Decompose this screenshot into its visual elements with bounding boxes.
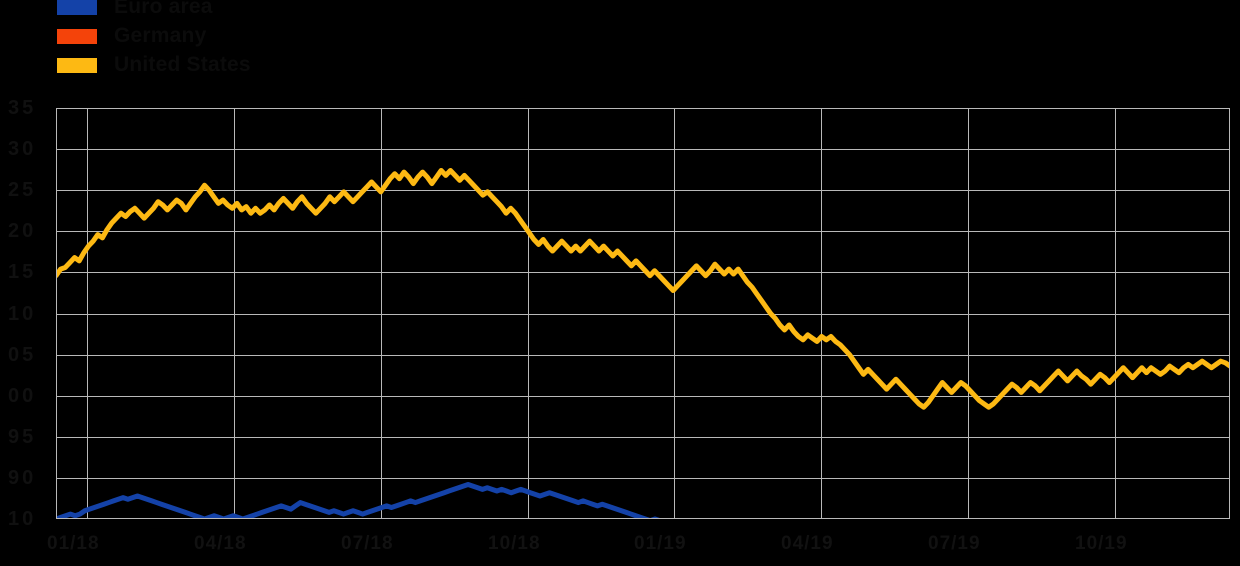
legend-swatch-euro-area	[57, 0, 97, 15]
y-axis-tick-label: 00	[8, 384, 37, 407]
gridline-horizontal	[56, 190, 1230, 192]
gridline-horizontal	[56, 231, 1230, 233]
y-axis-tick-label: 15	[8, 261, 37, 284]
x-axis-tick-label: 01/19	[634, 533, 687, 554]
legend-item-germany[interactable]: Germany	[57, 25, 206, 47]
y-axis-tick-label: 10	[8, 508, 37, 530]
legend-swatch-germany	[57, 28, 97, 44]
y-axis-tick-label: 20	[8, 220, 37, 243]
gridline-horizontal	[56, 272, 1230, 274]
y-axis-tick-label: 10	[8, 302, 37, 325]
gridline-horizontal	[56, 436, 1230, 438]
gridline-vertical	[674, 108, 675, 519]
y-axis-tick-label: 30	[8, 138, 37, 161]
gridline-horizontal	[56, 149, 1230, 151]
gridline-vertical	[234, 108, 235, 519]
y-axis-tick-label: 95	[8, 425, 37, 448]
x-axis-tick-label: 04/18	[194, 533, 247, 554]
gridline-horizontal	[56, 313, 1230, 315]
y-axis-tick-label: 35	[8, 97, 37, 119]
legend-item-united-states[interactable]: United States	[57, 54, 251, 76]
x-axis-tick-label: 01/18	[47, 533, 100, 554]
gridline-vertical	[1115, 108, 1116, 519]
chart-legend: Euro area Germany United States	[0, 0, 400, 92]
y-axis-tick-label: 05	[8, 343, 37, 366]
gridline-vertical	[87, 108, 88, 519]
x-axis-tick-label: 07/19	[928, 533, 981, 554]
x-axis-tick-label: 07/18	[341, 533, 394, 554]
gridline-vertical	[381, 108, 382, 519]
x-axis-tick-label: 10/18	[488, 533, 541, 554]
legend-swatch-united-states	[57, 57, 97, 73]
legend-label-euro-area: Euro area	[114, 0, 213, 18]
y-axis-labels: 35 30 25 20 15 10 05 00 95 90 10	[8, 0, 56, 566]
gridline-vertical	[528, 108, 529, 519]
gridline-horizontal	[56, 395, 1230, 397]
x-axis-tick-label: 04/19	[781, 533, 834, 554]
legend-label-united-states: United States	[114, 53, 251, 76]
plot-frame	[56, 108, 1230, 519]
x-axis-tick-label: 10/19	[1075, 533, 1128, 554]
gridline-horizontal	[56, 354, 1230, 356]
plot-area	[56, 108, 1230, 519]
gridline-vertical	[968, 108, 969, 519]
gridline-horizontal	[56, 477, 1230, 479]
legend-label-germany: Germany	[114, 24, 207, 47]
y-axis-tick-label: 90	[8, 466, 37, 489]
legend-item-euro-area[interactable]: Euro area	[57, 0, 213, 18]
series-line-united-states	[56, 167, 1230, 410]
gridline-vertical	[821, 108, 822, 519]
y-axis-tick-label: 25	[8, 179, 37, 202]
